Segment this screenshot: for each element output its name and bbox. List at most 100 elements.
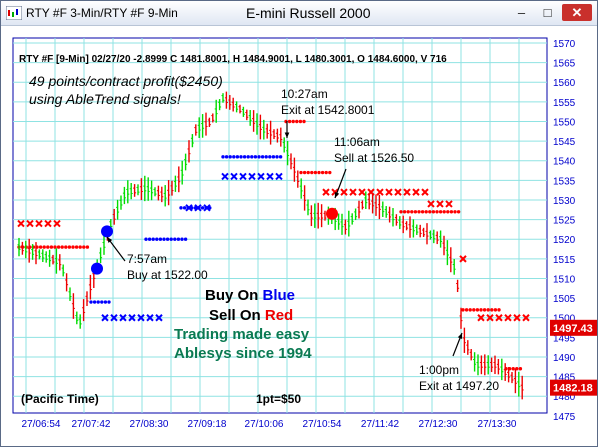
blue-trend-dot xyxy=(246,155,250,159)
price-tags: 1497.43 1482.18 xyxy=(550,319,597,396)
buy-signal-dot xyxy=(101,225,113,238)
red-stop-marker xyxy=(358,188,366,196)
red-trend-dot xyxy=(46,245,50,249)
blue-trend-dot xyxy=(100,300,104,304)
blue-stop-marker xyxy=(128,314,136,322)
point-value-label: 1pt=$50 xyxy=(256,392,301,406)
blue-trend-dot xyxy=(264,155,268,159)
red-trend-dot xyxy=(435,210,439,214)
red-stop-marker xyxy=(495,314,503,322)
blue-stop-marker xyxy=(203,204,211,212)
red-stop-marker xyxy=(385,188,393,196)
blue-trend-dot xyxy=(224,155,229,159)
red-trend-dot xyxy=(453,210,457,214)
plot-frame xyxy=(12,37,548,414)
red-trend-dot xyxy=(60,245,64,249)
y-tick-label: 1475 xyxy=(553,412,576,423)
red-trend-dot xyxy=(482,308,487,312)
exit2-time-label: 1:00pm xyxy=(419,363,459,377)
red-trend-dot xyxy=(431,210,436,214)
profit-note-line1: 49 points/contract profit($2450) xyxy=(29,73,223,89)
blue-trend-dot xyxy=(200,206,205,210)
red-trend-dot xyxy=(38,245,43,249)
red-trend-dot xyxy=(456,210,461,214)
red-trend-dot xyxy=(313,170,318,175)
blue-stop-marker xyxy=(257,172,265,181)
x-tick-label: 27/09:18 xyxy=(188,419,227,430)
y-tick-label: 1555 xyxy=(553,98,576,109)
exit2-price-label: Exit at 1497.20 xyxy=(419,379,499,393)
red-stop-marker xyxy=(349,188,357,196)
buy-time-label: 7:57am xyxy=(127,252,167,266)
blue-stop-marker xyxy=(248,172,256,181)
red-stop-marker xyxy=(421,188,429,196)
y-tick-label: 1510 xyxy=(553,274,576,285)
blue-trend-dot xyxy=(182,206,187,210)
red-stop-marker xyxy=(427,200,435,208)
last-price-tag-label: 1482.18 xyxy=(553,383,593,395)
blue-trend-dot xyxy=(158,237,163,241)
red-trend-dot xyxy=(417,210,421,214)
red-stop-marker xyxy=(504,314,512,322)
exit1-time-label: 10:27am xyxy=(281,87,328,101)
y-tick-label: 1535 xyxy=(553,176,576,187)
red-trend-dot xyxy=(291,119,295,124)
blue-trend-dot xyxy=(278,155,283,159)
maximize-icon[interactable]: □ xyxy=(543,5,552,20)
price-chart[interactable]: 1475 1480 1485 1490 1495 1500 1505 1510 1515 1520… xyxy=(1,26,597,446)
red-trend-dot xyxy=(420,210,425,214)
close-icon[interactable]: ✕ xyxy=(562,4,592,21)
red-stop-marker xyxy=(35,219,43,228)
x-tick-label: 27/10:06 xyxy=(245,419,284,430)
y-tick-label: 1540 xyxy=(553,157,576,168)
profit-note-line2: using AbleTrend signals! xyxy=(29,91,181,107)
y-axis: 1475 1480 1485 1490 1495 1500 1505 1510 1515 1520… xyxy=(553,39,576,423)
grid-lines xyxy=(13,38,547,413)
red-trend-dot xyxy=(464,308,469,312)
y-tick-label: 1495 xyxy=(553,333,576,344)
blue-stop-marker xyxy=(110,314,118,322)
blue-stop-marker xyxy=(266,172,274,181)
annotation-arrowhead xyxy=(107,237,113,243)
blue-trend-dot xyxy=(260,155,265,159)
promo-sell-line: Sell On Red xyxy=(209,307,293,324)
blue-trend-dot xyxy=(89,300,93,304)
timezone-label: (Pacific Time) xyxy=(21,392,99,406)
blue-trend-dot xyxy=(232,155,236,159)
window-title: RTY #F 3-Min/RTY #F 9-Min xyxy=(26,6,178,20)
blue-trend-dot xyxy=(96,300,100,304)
last-price-tag-label: 1497.43 xyxy=(553,323,593,335)
blue-trend-dot xyxy=(173,237,177,241)
red-stop-marker xyxy=(394,188,402,196)
sell-signal-dot xyxy=(326,207,338,220)
blue-trend-dot xyxy=(151,237,155,241)
promo-buy-line: Buy On Blue xyxy=(205,287,295,304)
red-trend-dot xyxy=(424,210,428,214)
minimize-icon[interactable]: – xyxy=(517,5,526,20)
blue-stop-marker xyxy=(221,172,229,181)
red-trend-dot xyxy=(64,245,68,249)
title-bar[interactable]: RTY #F 3-Min/RTY #F 9-Min E-mini Russell… xyxy=(1,1,597,26)
sell-time-label: 11:06am xyxy=(334,135,380,149)
red-stop-marker xyxy=(445,200,453,208)
red-trend-dot xyxy=(287,119,292,124)
red-stop-marker xyxy=(436,200,444,208)
red-stop-marker xyxy=(340,188,348,196)
last-price-tag xyxy=(550,379,597,396)
red-trend-dot xyxy=(56,245,61,249)
blue-trend-dot xyxy=(253,155,258,159)
red-trend-dot xyxy=(302,170,307,175)
red-trend-dot xyxy=(42,245,46,249)
blue-trend-dot xyxy=(169,237,173,241)
blue-trend-dot xyxy=(92,300,97,304)
red-trend-dot xyxy=(298,119,303,124)
red-trend-dot xyxy=(320,170,325,175)
blue-stop-marker xyxy=(155,314,163,322)
red-trend-dot xyxy=(410,210,414,214)
blue-trend-dot xyxy=(228,155,232,159)
red-stop-marker xyxy=(412,188,420,196)
y-tick-label: 1500 xyxy=(553,314,576,325)
y-tick-label: 1530 xyxy=(553,196,576,207)
exit1-price-label: Exit at 1542.8001 xyxy=(281,103,375,117)
